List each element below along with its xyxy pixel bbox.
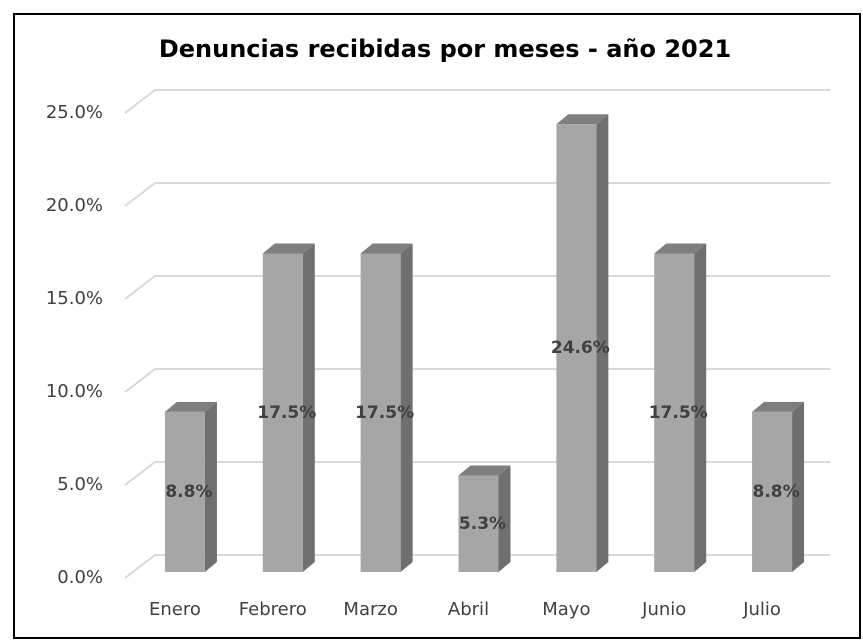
data-label: 8.8% [165, 482, 212, 502]
y-tick-label: 0.0% [57, 567, 103, 588]
bar-side [498, 465, 511, 572]
x-tick-label: Junio [641, 599, 686, 620]
y-tick-label: 25.0% [46, 102, 103, 123]
x-tick-label: Julio [742, 599, 781, 620]
bar [752, 411, 793, 572]
chart-title: Denuncias recibidas por meses - año 2021 [159, 35, 731, 63]
data-label: 17.5% [649, 403, 708, 423]
bar [262, 253, 303, 572]
y-tick-label: 20.0% [46, 195, 103, 216]
y-tick-label: 15.0% [46, 288, 103, 309]
bar-side [596, 114, 609, 572]
y-tick-label: 10.0% [46, 381, 103, 402]
bar [654, 253, 695, 572]
bar [556, 124, 597, 572]
data-label: 5.3% [459, 514, 506, 534]
x-tick-label: Marzo [343, 599, 397, 620]
x-tick-label: Abril [448, 599, 489, 620]
grid-line [124, 89, 830, 114]
chart-border [13, 13, 861, 639]
bar-side [694, 243, 707, 572]
x-tick-label: Febrero [239, 599, 307, 620]
data-label: 17.5% [257, 403, 316, 423]
bar-top [164, 401, 217, 412]
bar-top [752, 401, 805, 412]
data-label: 8.8% [752, 482, 799, 502]
bar-side [204, 401, 217, 572]
bar-side [302, 243, 315, 572]
bar-top [556, 114, 609, 125]
data-label: 24.6% [551, 338, 610, 358]
bar-top [262, 243, 315, 254]
bar [458, 475, 499, 572]
bar [164, 411, 205, 572]
x-tick-label: Enero [149, 599, 201, 620]
x-tick-label: Mayo [542, 599, 590, 620]
bar [360, 253, 401, 572]
bar-top [458, 465, 511, 476]
bar-top [654, 243, 707, 254]
bar-top [360, 243, 413, 254]
bar-side [400, 243, 413, 572]
y-tick-label: 5.0% [57, 474, 103, 495]
bar-side [792, 401, 805, 572]
data-label: 17.5% [355, 403, 414, 423]
